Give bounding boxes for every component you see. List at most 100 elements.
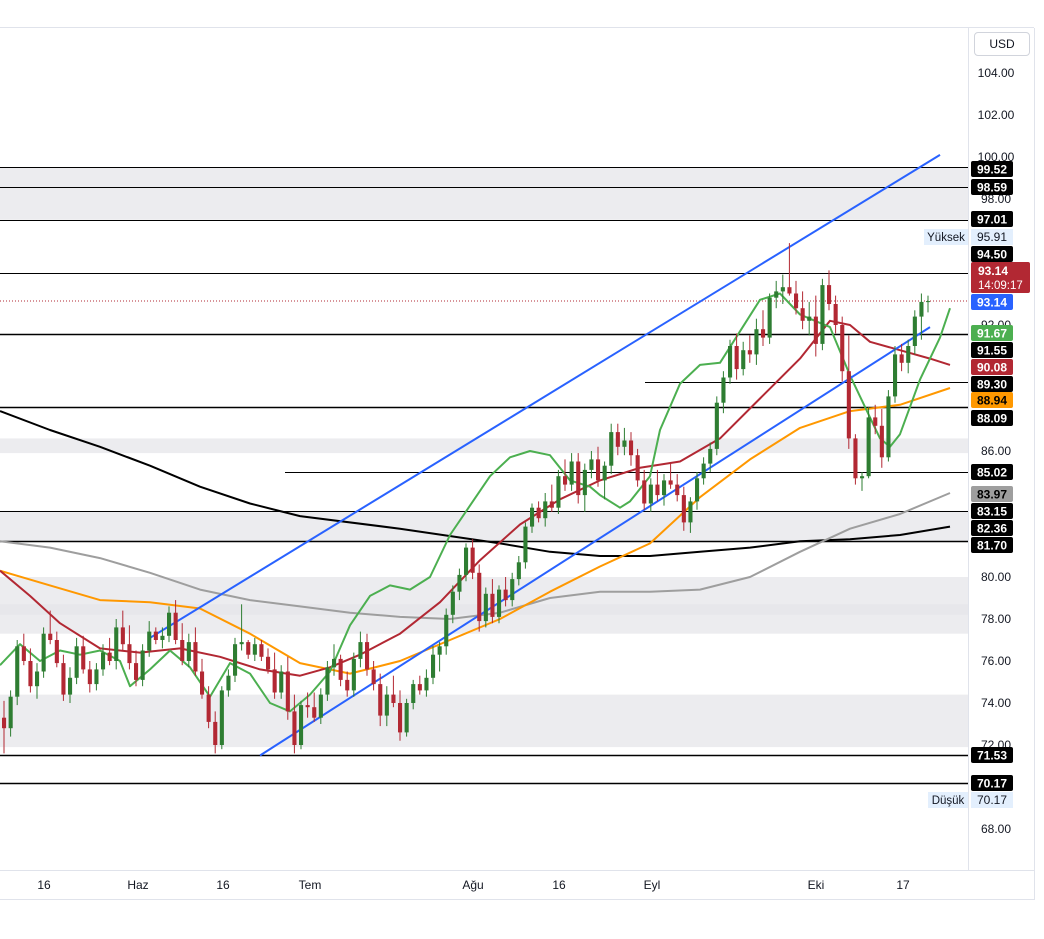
last-price-bg [971, 262, 1030, 293]
candle-body-123 [813, 316, 818, 344]
candle-body-102 [675, 484, 680, 496]
zone-1 [0, 438, 968, 454]
low-marker-bg [928, 792, 968, 808]
high-marker-label: Yüksek [927, 232, 965, 244]
price-label-3: 94.50 [971, 246, 1013, 262]
candle-106 [701, 457, 706, 485]
candle-103 [681, 486, 686, 531]
candle-body-52 [345, 679, 350, 691]
candle-body-100 [662, 480, 667, 496]
candle-91 [602, 461, 607, 500]
candle-107 [708, 442, 713, 472]
price-label-14-text: 81.70 [977, 539, 1007, 553]
zone-0 [0, 167, 968, 220]
candle-body-93 [615, 432, 620, 447]
candle-body-72 [477, 572, 482, 622]
candle-13 [87, 661, 92, 693]
candle-47 [312, 692, 317, 722]
last-price-countdown: 14:09:17 [978, 280, 1023, 292]
candle-body-86 [569, 461, 574, 485]
candle-17 [114, 619, 119, 670]
price-tick-5: 86.00 [981, 444, 1011, 458]
currency-selector[interactable]: USD [974, 32, 1030, 56]
candle-body-71 [470, 547, 475, 573]
candle-body-8 [54, 640, 59, 664]
candle-body-34 [226, 675, 231, 691]
candle-body-132 [873, 417, 878, 426]
candle-96 [635, 448, 640, 487]
candle-body-57 [378, 684, 383, 716]
horizontal-lines-layer [0, 167, 968, 785]
candle-body-131 [866, 417, 871, 477]
candle-53 [351, 652, 356, 697]
candle-body-23 [153, 631, 158, 640]
high-marker-bg [924, 229, 968, 245]
ma-orange-line [0, 387, 951, 675]
price-label-9: 88.09 [971, 410, 1013, 426]
candle-64 [424, 669, 429, 697]
time-tick-6: Eyl [644, 878, 661, 892]
candle-body-17 [114, 627, 119, 661]
price-label-16-bg [971, 775, 1013, 791]
price-label-0-text: 99.52 [977, 163, 1007, 177]
candle-40 [266, 648, 271, 674]
price-tick-0: 104.00 [978, 66, 1015, 80]
candle-130 [860, 472, 865, 491]
candle-body-3 [21, 646, 26, 661]
candle-body-9 [61, 663, 66, 695]
candle-118 [780, 274, 785, 304]
candle-body-74 [490, 593, 495, 617]
candle-49 [325, 661, 330, 701]
candle-92 [609, 423, 614, 475]
candle-101 [668, 463, 673, 489]
candle-body-4 [28, 661, 33, 687]
price-tick-8: 76.00 [981, 654, 1011, 668]
candle-111 [734, 333, 739, 380]
candle-69 [457, 568, 462, 601]
candle-3 [21, 633, 26, 666]
price-tick-11: 68.00 [981, 822, 1011, 836]
zones-layer [0, 167, 968, 748]
candle-34 [226, 669, 231, 697]
candle-70 [464, 543, 469, 582]
candle-65 [431, 646, 436, 685]
candle-58 [384, 686, 389, 727]
price-label-5-bg [971, 342, 1013, 358]
candle-138 [912, 310, 917, 355]
candle-body-133 [879, 425, 884, 458]
candle-body-70 [464, 547, 469, 575]
candle-73 [483, 587, 488, 628]
candle-98 [648, 478, 653, 512]
candle-body-127 [840, 325, 845, 372]
candle-77 [510, 572, 515, 607]
low-marker-value: 70.17 [977, 793, 1007, 807]
time-tick-4: Ağu [462, 878, 483, 892]
candle-body-139 [919, 301, 924, 317]
candle-74 [490, 579, 495, 624]
candle-body-76 [503, 589, 508, 601]
candle-121 [800, 291, 805, 330]
candle-44 [292, 694, 297, 754]
candle-51 [338, 654, 343, 687]
candle-72 [477, 564, 482, 632]
candle-body-1 [8, 696, 13, 729]
candle-4 [28, 648, 33, 693]
time-tick-3: Tem [299, 878, 322, 892]
candle-body-69 [457, 574, 462, 592]
candle-body-80 [530, 507, 535, 527]
candle-body-91 [602, 465, 607, 481]
time-tick-1: Haz [127, 878, 148, 892]
candle-body-116 [767, 297, 772, 338]
candle-body-12 [81, 646, 86, 670]
candle-61 [404, 698, 409, 737]
price-label-8: 88.94 [971, 392, 1013, 408]
candle-body-83 [549, 501, 554, 508]
candles-layer [2, 243, 931, 754]
price-label-12-text: 83.15 [977, 505, 1007, 519]
price-label-7-bg [971, 376, 1013, 392]
candle-body-27 [180, 640, 185, 661]
price-label-7: 89.30 [971, 376, 1013, 392]
candle-body-45 [299, 705, 304, 745]
candle-body-119 [787, 287, 792, 294]
